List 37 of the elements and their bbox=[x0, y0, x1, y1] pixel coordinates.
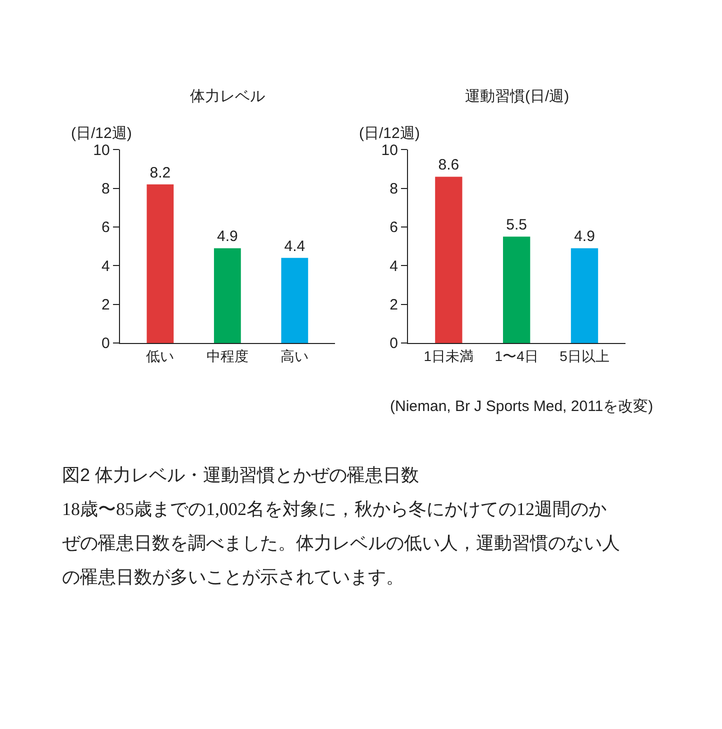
y-tick-label: 2 bbox=[390, 296, 398, 314]
chart-title: 運動習慣(日/週) bbox=[465, 88, 570, 105]
x-tick-label: 中程度 bbox=[206, 348, 248, 364]
data-label: 4.9 bbox=[217, 228, 238, 246]
bar bbox=[214, 248, 241, 343]
bar bbox=[281, 258, 308, 343]
chart-title: 体力レベル bbox=[190, 88, 265, 105]
text: 18歳〜85歳までの1,002名を対象に，秋から冬にかけての12週間のかぜの罹患日数を調べました。体力レベルの低い人，運動習慣のない人の罹患日数が多いことが示されています。 bbox=[62, 499, 620, 587]
bar bbox=[503, 236, 530, 343]
data-label: 8.2 bbox=[150, 164, 171, 182]
x-tick-label: 5日以上 bbox=[560, 348, 610, 364]
y-tick-label: 6 bbox=[102, 219, 110, 236]
caption: 図2 体力レベル・運動習慣とかぜの罹患日数 bbox=[62, 465, 420, 485]
y-tick-label: 2 bbox=[102, 296, 110, 314]
y-tick-label: 4 bbox=[390, 258, 398, 275]
text: (Nieman, Br J Sports Med, 2011を改変) bbox=[390, 398, 654, 415]
y-axis-title: (日/12週) bbox=[359, 125, 420, 142]
y-tick-label: 0 bbox=[390, 335, 398, 352]
bar bbox=[570, 248, 598, 343]
y-tick-label: 10 bbox=[93, 142, 110, 159]
data-label: 8.6 bbox=[438, 156, 460, 174]
bar bbox=[435, 176, 462, 343]
y-tick-label: 10 bbox=[381, 142, 398, 159]
y-tick-label: 0 bbox=[102, 335, 110, 352]
x-tick-label: 1日未満 bbox=[424, 348, 474, 364]
data-label: 5.5 bbox=[506, 216, 528, 234]
y-tick-label: 8 bbox=[390, 180, 398, 198]
y-tick-label: 6 bbox=[390, 219, 398, 236]
data-label: 4.9 bbox=[574, 228, 595, 246]
y-axis-title: (日/12週) bbox=[71, 125, 132, 142]
x-tick-label: 低い bbox=[146, 348, 174, 364]
bar bbox=[146, 184, 174, 343]
x-tick-label: 高い bbox=[280, 348, 309, 364]
x-tick-label: 1〜4日 bbox=[494, 348, 538, 364]
y-tick-label: 8 bbox=[102, 180, 110, 198]
y-tick-label: 4 bbox=[102, 258, 110, 275]
data-label: 4.4 bbox=[284, 238, 306, 255]
